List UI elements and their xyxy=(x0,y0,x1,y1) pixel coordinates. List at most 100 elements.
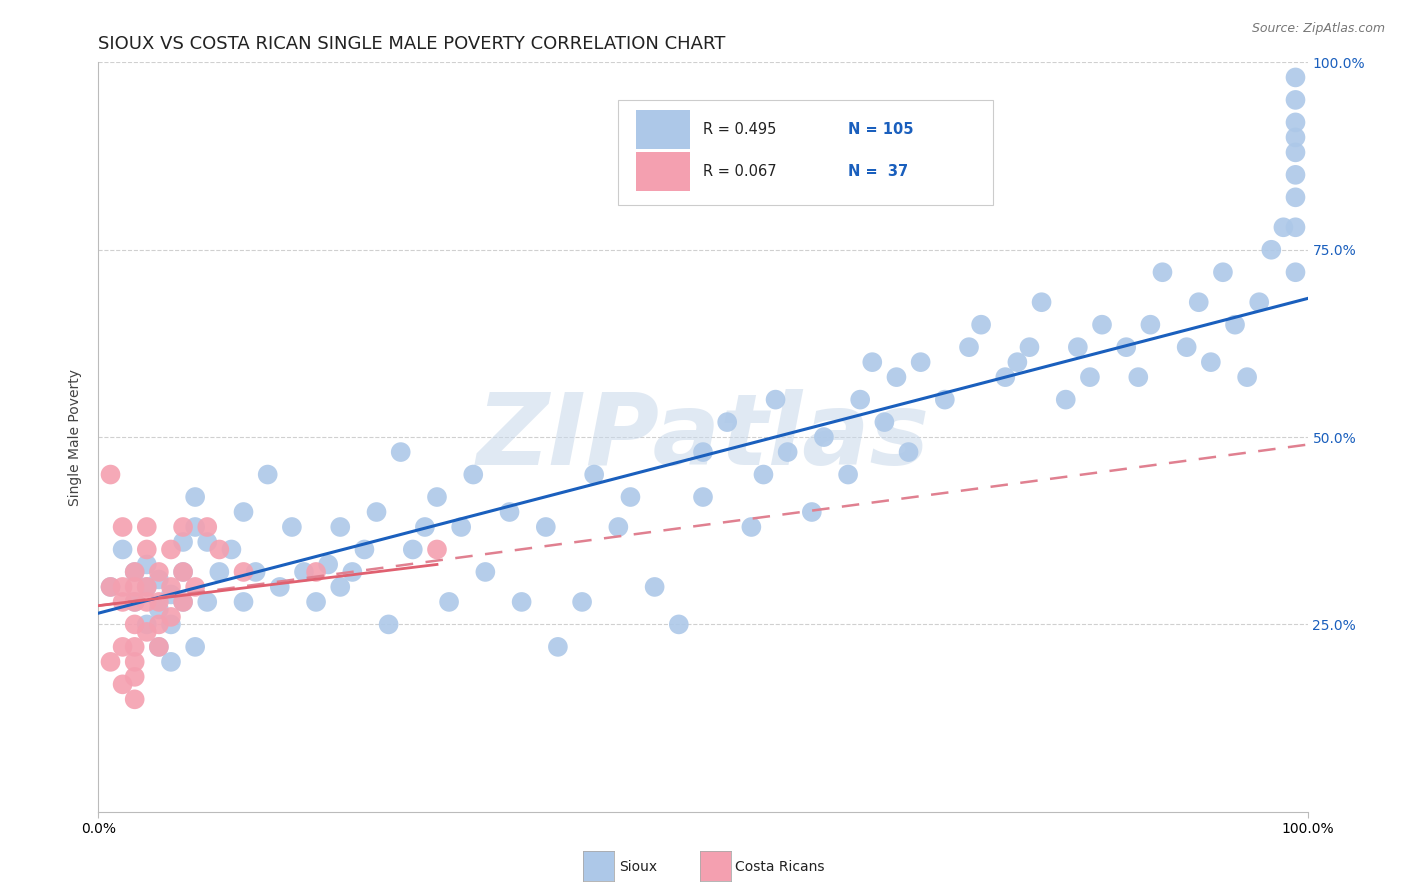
Point xyxy=(1284,93,1306,107)
Point xyxy=(148,602,170,616)
Point xyxy=(534,520,557,534)
Point xyxy=(184,490,207,504)
Point xyxy=(256,467,278,482)
Point xyxy=(124,565,146,579)
Point xyxy=(148,640,170,654)
Point xyxy=(148,565,170,579)
Point xyxy=(450,520,472,534)
Point xyxy=(1054,392,1077,407)
Point xyxy=(111,542,134,557)
Text: R = 0.067: R = 0.067 xyxy=(703,163,776,178)
Point xyxy=(498,505,520,519)
Point xyxy=(752,467,775,482)
Point xyxy=(1284,70,1306,85)
Point xyxy=(1188,295,1211,310)
Point xyxy=(910,355,932,369)
Point xyxy=(111,580,134,594)
Point xyxy=(135,617,157,632)
Point xyxy=(184,520,207,534)
Text: R = 0.495: R = 0.495 xyxy=(703,122,776,137)
Point xyxy=(1223,318,1246,332)
Point xyxy=(124,692,146,706)
Point xyxy=(160,655,183,669)
Point xyxy=(184,580,207,594)
Point xyxy=(172,520,194,534)
Point xyxy=(148,640,170,654)
Point xyxy=(100,655,122,669)
Point xyxy=(148,617,170,632)
Point xyxy=(1236,370,1258,384)
Point xyxy=(160,542,183,557)
Point xyxy=(1284,265,1306,279)
Point xyxy=(849,392,872,407)
Point xyxy=(873,415,896,429)
Point xyxy=(245,565,267,579)
FancyBboxPatch shape xyxy=(637,111,690,149)
Point xyxy=(172,595,194,609)
Point xyxy=(547,640,569,654)
Point xyxy=(111,677,134,691)
Point xyxy=(366,505,388,519)
Point xyxy=(208,565,231,579)
Point xyxy=(644,580,666,594)
Point xyxy=(124,580,146,594)
Point xyxy=(776,445,799,459)
Point xyxy=(1115,340,1137,354)
Point xyxy=(172,565,194,579)
Point xyxy=(221,542,243,557)
Point xyxy=(111,595,134,609)
Point xyxy=(232,565,254,579)
Point xyxy=(208,542,231,557)
Point xyxy=(934,392,956,407)
Point xyxy=(426,542,449,557)
Text: ZIPatlas: ZIPatlas xyxy=(477,389,929,485)
Point xyxy=(474,565,496,579)
FancyBboxPatch shape xyxy=(619,100,993,205)
Point xyxy=(124,595,146,609)
Point xyxy=(195,595,218,609)
Point xyxy=(172,595,194,609)
Point xyxy=(1199,355,1222,369)
Point xyxy=(160,610,183,624)
Point xyxy=(124,640,146,654)
Point xyxy=(135,558,157,572)
Point xyxy=(353,542,375,557)
FancyBboxPatch shape xyxy=(637,152,690,191)
Point xyxy=(668,617,690,632)
Point xyxy=(124,617,146,632)
Point xyxy=(100,580,122,594)
Point xyxy=(607,520,630,534)
Point xyxy=(124,595,146,609)
Point xyxy=(329,520,352,534)
Point xyxy=(160,580,183,594)
Point xyxy=(148,595,170,609)
Text: Source: ZipAtlas.com: Source: ZipAtlas.com xyxy=(1251,22,1385,36)
Point xyxy=(148,573,170,587)
Point xyxy=(402,542,425,557)
Point xyxy=(619,490,641,504)
Point xyxy=(437,595,460,609)
Point xyxy=(692,490,714,504)
Point xyxy=(195,535,218,549)
Point xyxy=(135,580,157,594)
Point xyxy=(1139,318,1161,332)
Point xyxy=(692,445,714,459)
Point xyxy=(111,520,134,534)
Point xyxy=(100,467,122,482)
Point xyxy=(1260,243,1282,257)
Point xyxy=(172,565,194,579)
Point xyxy=(463,467,485,482)
Point xyxy=(124,670,146,684)
Point xyxy=(1018,340,1040,354)
Point xyxy=(740,520,762,534)
Point xyxy=(1128,370,1150,384)
Point xyxy=(1007,355,1029,369)
Point xyxy=(583,467,606,482)
Point xyxy=(100,580,122,594)
Point xyxy=(305,565,328,579)
Point xyxy=(389,445,412,459)
Point xyxy=(172,535,194,549)
Point xyxy=(1091,318,1114,332)
Point xyxy=(135,580,157,594)
Point xyxy=(1284,130,1306,145)
